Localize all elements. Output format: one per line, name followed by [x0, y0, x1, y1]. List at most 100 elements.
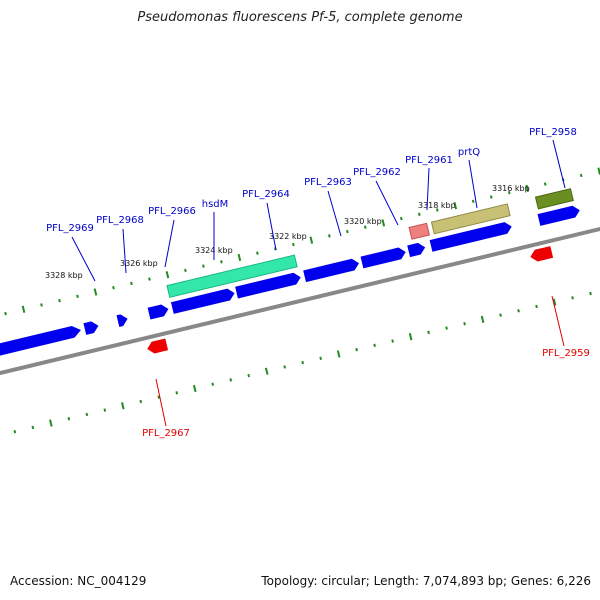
ruler-tick-bottom	[355, 347, 358, 352]
ruler-tick-top	[93, 288, 98, 296]
ruler-tick-bottom	[67, 417, 71, 421]
ruler-tick-bottom	[211, 382, 215, 386]
ruler-tick-top	[130, 281, 133, 286]
ruler-tick-top	[202, 264, 205, 268]
ruler-tick-bottom	[552, 298, 557, 306]
ruler-tick-top	[4, 311, 7, 316]
ruler-tick-bottom	[427, 330, 430, 335]
leader-line	[551, 295, 565, 347]
leader-line	[71, 236, 96, 282]
gene-hsdM-block[interactable]	[166, 254, 298, 298]
ruler-tick-top	[292, 242, 295, 247]
ruler-tick-top	[489, 195, 493, 199]
feature-track	[0, 188, 582, 360]
cds-arrow-PFL-2961[interactable]	[407, 241, 426, 258]
ruler-tick-bottom	[31, 425, 35, 430]
ruler-tick-top	[76, 294, 79, 299]
cds-arrow-PFL-2967[interactable]	[146, 338, 169, 355]
accession-text: Accession: NC_004129	[10, 574, 147, 588]
gene-label-PFL-2962[interactable]: PFL_2962	[353, 167, 401, 178]
gene-label-PFL-2967[interactable]: PFL_2967	[142, 428, 190, 439]
reverse-leader-lines	[155, 295, 565, 427]
ruler-label: 3318 kbp	[418, 201, 456, 210]
cds-arrow-PFL-2963[interactable]	[303, 257, 360, 283]
genome-summary-text: Topology: circular; Length: 7,074,893 bp…	[261, 574, 591, 588]
ruler-tick-top	[237, 253, 242, 262]
gene-label-PFL-2959[interactable]: PFL_2959	[542, 348, 590, 359]
ruler-tick-bottom	[589, 291, 592, 296]
map-title: Pseudomonas fluorescens Pf-5, complete g…	[137, 10, 463, 25]
ruler-tick-top	[328, 234, 331, 238]
ruler-tick-bottom	[103, 408, 107, 412]
leader-line	[266, 202, 277, 251]
ruler-tick-bottom	[85, 412, 89, 417]
gene-label-PFL-2963[interactable]: PFL_2963	[304, 177, 352, 188]
ruler-tick-bottom	[535, 304, 538, 309]
gene-label-PFL-2966[interactable]: PFL_2966	[148, 206, 196, 217]
cds-arrow-PFL-2966[interactable]	[147, 303, 170, 320]
ruler-tick-bottom	[373, 343, 376, 348]
cds-arrow-PFL-2958[interactable]	[537, 204, 582, 226]
gene-label-hsdM[interactable]: hsdM	[202, 199, 229, 210]
backbone-group	[0, 193, 600, 408]
ruler-tick-top	[579, 173, 583, 178]
cds-arrow-PFL-2970[interactable]	[0, 324, 82, 360]
ruler-tick-bottom	[391, 339, 394, 343]
ruler-ticks-top	[4, 167, 600, 316]
ruler-tick-bottom	[480, 315, 485, 324]
ruler-tick-top	[453, 202, 458, 210]
cds-arrow-prtQ[interactable]	[429, 221, 514, 252]
forward-gene-labels: PFL_2969 PFL_2968 PFL_2966 hsdM PFL_2964…	[46, 127, 577, 234]
forward-leader-lines	[71, 139, 566, 282]
ruler-label: 3326 kbp	[120, 259, 158, 268]
ruler-tick-bottom	[408, 333, 413, 341]
cds-arrow-hsdM[interactable]	[170, 287, 236, 314]
gene-label-PFL-2964[interactable]: PFL_2964	[242, 189, 290, 200]
gene-label-PFL-2969[interactable]: PFL_2969	[46, 223, 94, 234]
reverse-gene-labels: PFL_2967 PFL_2959	[142, 348, 590, 439]
leader-line	[164, 219, 175, 268]
ruler-label: 3316 kbp	[492, 184, 530, 193]
gene-prtQ-block[interactable]	[430, 203, 511, 235]
ruler-tick-top	[21, 305, 26, 313]
ruler-tick-top	[165, 271, 170, 279]
ruler-tick-top	[543, 182, 547, 186]
ruler-tick-bottom	[517, 309, 520, 313]
ruler-tick-bottom	[247, 373, 251, 378]
ruler-tick-top	[471, 199, 475, 204]
cds-arrow-PFL-2969[interactable]	[83, 320, 99, 335]
leader-line	[468, 159, 478, 209]
ruler-tick-top	[184, 268, 187, 273]
gene-PFL-2961-block[interactable]	[408, 222, 431, 240]
ruler-label: 3320 kbp	[344, 217, 382, 226]
cds-arrow-PFL-2964[interactable]	[235, 271, 302, 299]
cds-arrow-PFL-2959[interactable]	[529, 246, 554, 263]
ruler-tick-top	[220, 260, 223, 264]
ruler-tick-top	[148, 277, 151, 281]
ruler-tick-bottom	[336, 350, 341, 358]
ruler-tick-bottom	[192, 384, 197, 393]
leader-line	[426, 167, 430, 211]
gene-label-PFL-2958[interactable]: PFL_2958	[529, 127, 577, 138]
ruler-tick-bottom	[499, 313, 502, 317]
gene-PFL-2958-block[interactable]	[534, 188, 574, 210]
leader-line	[552, 139, 566, 189]
ruler-tick-bottom	[49, 419, 53, 427]
leader-line	[122, 228, 127, 274]
cds-arrow-PFL-2968[interactable]	[116, 313, 129, 327]
cds-arrow-PFL-2962[interactable]	[360, 246, 408, 269]
gene-label-PFL-2961[interactable]: PFL_2961	[405, 155, 453, 166]
gene-label-prtQ[interactable]: prtQ	[458, 147, 480, 158]
ruler-tick-bottom	[301, 360, 305, 365]
ruler-tick-top	[58, 298, 61, 303]
gene-label-PFL-2968[interactable]: PFL_2968	[96, 215, 144, 226]
ruler-tick-bottom	[229, 378, 233, 382]
ruler-tick-top	[597, 167, 600, 175]
ruler-tick-top	[112, 286, 115, 290]
ruler-tick-top	[435, 208, 439, 212]
ruler-tick-top	[256, 251, 259, 255]
ruler-tick-bottom	[13, 430, 17, 434]
ruler-tick-top	[525, 184, 530, 193]
leader-line	[155, 378, 167, 427]
